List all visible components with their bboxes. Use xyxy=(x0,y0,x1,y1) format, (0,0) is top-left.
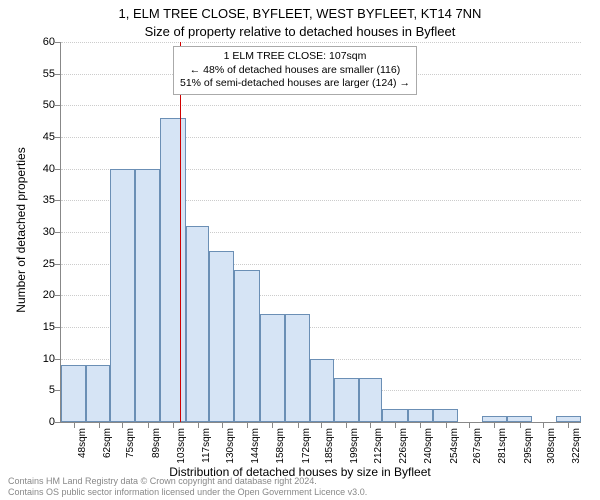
histogram-bar xyxy=(135,169,160,422)
histogram-bar xyxy=(186,226,209,422)
attribution-text: Contains HM Land Registry data © Crown c… xyxy=(8,476,367,498)
y-tick-label: 55 xyxy=(43,68,55,80)
histogram-bar xyxy=(334,378,359,422)
y-tick xyxy=(55,264,61,265)
gridline xyxy=(61,105,581,106)
x-tick-label: 62sqm xyxy=(102,428,113,458)
histogram-bar xyxy=(408,409,433,422)
x-tick xyxy=(173,422,174,428)
attribution-line1: Contains HM Land Registry data © Crown c… xyxy=(8,476,317,486)
y-tick-label: 35 xyxy=(43,194,55,206)
x-tick-label: 48sqm xyxy=(77,428,88,458)
x-tick xyxy=(148,422,149,428)
histogram-bar xyxy=(234,270,259,422)
x-tick xyxy=(321,422,322,428)
histogram-bar xyxy=(433,409,458,422)
histogram-bar xyxy=(86,365,109,422)
x-tick xyxy=(99,422,100,428)
x-tick-label: 130sqm xyxy=(225,428,236,464)
reference-line xyxy=(180,42,181,422)
annotation-box: 1 ELM TREE CLOSE: 107sqm← 48% of detache… xyxy=(173,46,417,95)
x-tick-label: 308sqm xyxy=(546,428,557,464)
chart-title-main: 1, ELM TREE CLOSE, BYFLEET, WEST BYFLEET… xyxy=(0,6,600,21)
y-tick xyxy=(55,137,61,138)
x-tick xyxy=(247,422,248,428)
chart-title-sub: Size of property relative to detached ho… xyxy=(0,24,600,39)
x-tick-label: 144sqm xyxy=(250,428,261,464)
y-tick xyxy=(55,74,61,75)
x-tick xyxy=(370,422,371,428)
gridline xyxy=(61,137,581,138)
y-axis-title: Number of detached properties xyxy=(14,147,28,312)
y-tick-label: 45 xyxy=(43,131,55,143)
attribution-line2: Contains OS public sector information li… xyxy=(8,487,367,497)
x-tick-label: 185sqm xyxy=(324,428,335,464)
x-tick-label: 172sqm xyxy=(301,428,312,464)
x-tick-label: 267sqm xyxy=(472,428,483,464)
y-tick-label: 5 xyxy=(49,384,55,396)
histogram-bar xyxy=(160,118,185,422)
x-tick xyxy=(494,422,495,428)
y-tick-label: 0 xyxy=(49,416,55,428)
y-tick-label: 10 xyxy=(43,353,55,365)
y-tick xyxy=(55,422,61,423)
x-tick-label: 158sqm xyxy=(275,428,286,464)
y-tick xyxy=(55,200,61,201)
x-tick xyxy=(469,422,470,428)
x-tick xyxy=(298,422,299,428)
y-tick-label: 20 xyxy=(43,289,55,301)
x-tick xyxy=(543,422,544,428)
x-tick-label: 199sqm xyxy=(349,428,360,464)
histogram-bar xyxy=(260,314,285,422)
x-tick xyxy=(272,422,273,428)
x-tick xyxy=(122,422,123,428)
y-tick xyxy=(55,169,61,170)
gridline xyxy=(61,42,581,43)
x-tick xyxy=(395,422,396,428)
x-tick-label: 103sqm xyxy=(176,428,187,464)
y-tick-label: 30 xyxy=(43,226,55,238)
histogram-bar xyxy=(209,251,234,422)
y-tick xyxy=(55,295,61,296)
x-tick-label: 240sqm xyxy=(423,428,434,464)
x-tick-label: 117sqm xyxy=(201,428,212,463)
x-tick xyxy=(568,422,569,428)
y-tick xyxy=(55,42,61,43)
x-tick xyxy=(74,422,75,428)
x-tick xyxy=(520,422,521,428)
y-tick-label: 15 xyxy=(43,321,55,333)
x-tick xyxy=(420,422,421,428)
x-tick-label: 89sqm xyxy=(151,428,162,458)
annotation-line3: 51% of semi-detached houses are larger (… xyxy=(180,77,410,91)
x-tick-label: 295sqm xyxy=(523,428,534,464)
y-tick-label: 25 xyxy=(43,258,55,270)
annotation-line1: 1 ELM TREE CLOSE: 107sqm xyxy=(180,50,410,64)
y-tick-label: 50 xyxy=(43,99,55,111)
x-tick-label: 75sqm xyxy=(125,428,136,458)
x-tick-label: 254sqm xyxy=(449,428,460,464)
y-tick xyxy=(55,232,61,233)
y-tick-label: 40 xyxy=(43,163,55,175)
plot-area: 05101520253035404550556048sqm62sqm75sqm8… xyxy=(60,42,581,423)
x-tick xyxy=(346,422,347,428)
histogram-bar xyxy=(110,169,135,422)
histogram-bar xyxy=(359,378,382,422)
x-tick xyxy=(198,422,199,428)
x-tick xyxy=(446,422,447,428)
histogram-bar xyxy=(285,314,310,422)
x-tick xyxy=(222,422,223,428)
x-tick-label: 281sqm xyxy=(497,428,508,464)
x-tick-label: 212sqm xyxy=(373,428,384,464)
histogram-bar xyxy=(310,359,333,422)
y-tick-label: 60 xyxy=(43,36,55,48)
histogram-bar xyxy=(382,409,407,422)
y-tick xyxy=(55,327,61,328)
annotation-line2: ← 48% of detached houses are smaller (11… xyxy=(180,64,410,78)
y-tick xyxy=(55,359,61,360)
x-tick-label: 322sqm xyxy=(571,428,582,464)
y-tick xyxy=(55,105,61,106)
histogram-bar xyxy=(61,365,86,422)
x-tick-label: 226sqm xyxy=(398,428,409,464)
